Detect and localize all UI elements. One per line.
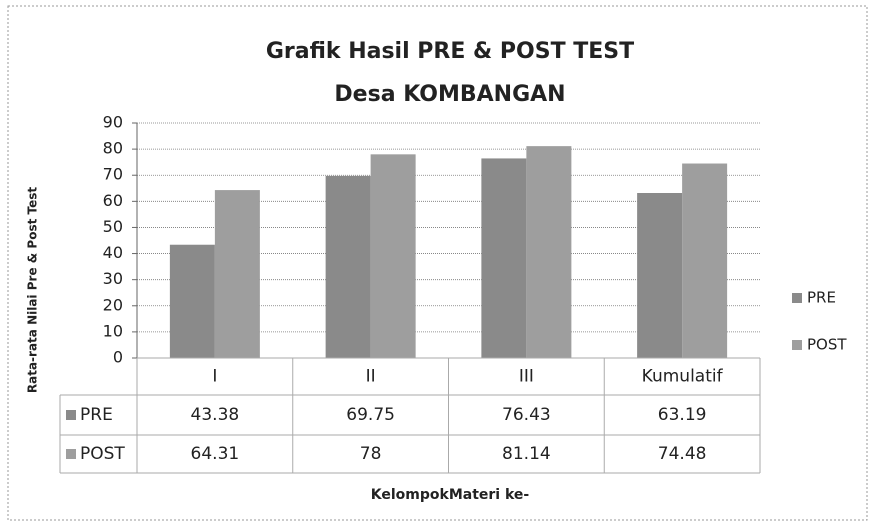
y-tick-label: 20 [103, 295, 123, 314]
y-tick-label: 0 [113, 348, 123, 367]
bar [526, 146, 572, 358]
y-axis-label: Rata-rata Nilai Pre & Post Test [26, 187, 40, 393]
bar [682, 163, 728, 358]
bar [214, 190, 260, 358]
bar [169, 244, 215, 358]
y-tick-label: 40 [103, 243, 123, 262]
legend-label: POST [807, 336, 847, 354]
table-value: 78 [360, 444, 382, 464]
bar [481, 158, 527, 358]
y-tick-label: 10 [103, 321, 123, 340]
table-legend-key [66, 410, 76, 420]
bar [370, 154, 416, 358]
x-tick-label: I [212, 367, 217, 387]
table-value: 63.19 [658, 405, 707, 425]
legend-key [792, 293, 802, 303]
legend-key [792, 340, 802, 350]
legend-label: PRE [807, 289, 836, 307]
y-tick-label: 80 [103, 139, 123, 158]
table-value: 64.31 [191, 444, 240, 464]
y-tick-label: 90 [103, 113, 123, 132]
table-series-name: POST [80, 444, 125, 464]
y-tick-label: 30 [103, 269, 123, 288]
table-value: 43.38 [191, 405, 240, 425]
table-series-name: PRE [80, 405, 113, 425]
x-tick-label: III [519, 367, 534, 387]
y-tick-label: 50 [103, 217, 123, 236]
chart-title: Grafik Hasil PRE & POST TEST [266, 39, 634, 64]
y-tick-label: 70 [103, 165, 123, 184]
bar [325, 175, 371, 358]
table-legend-key [66, 449, 76, 459]
x-tick-label: II [366, 367, 376, 387]
table-value: 69.75 [346, 405, 395, 425]
table-value: 74.48 [658, 444, 707, 464]
x-tick-label: Kumulatif [642, 367, 724, 387]
table-value: 76.43 [502, 405, 551, 425]
x-axis-label: KelompokMateri ke- [371, 487, 530, 503]
bar [637, 193, 683, 358]
chart-title: Desa KOMBANGAN [334, 82, 565, 107]
table-value: 81.14 [502, 444, 551, 464]
y-tick-label: 60 [103, 191, 123, 210]
